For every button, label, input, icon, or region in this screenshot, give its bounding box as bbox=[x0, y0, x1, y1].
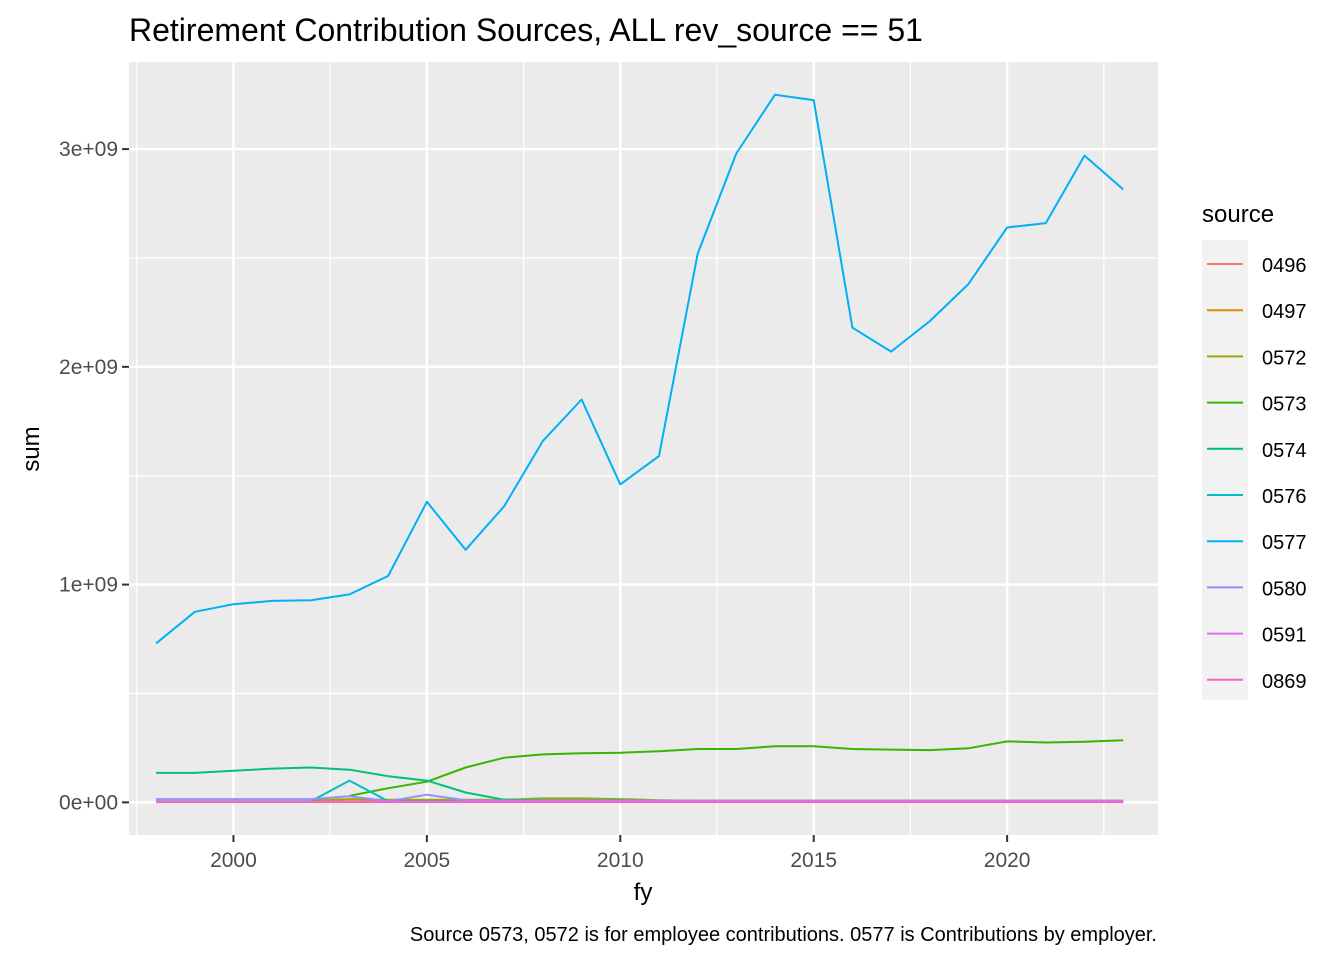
y-axis-title: sum bbox=[18, 426, 45, 471]
legend-label-0591: 0591 bbox=[1262, 625, 1307, 647]
y-tick-label: 3e+09 bbox=[59, 138, 118, 161]
legend-label-0577: 0577 bbox=[1262, 532, 1307, 554]
chart-caption: Source 0573, 0572 is for employee contri… bbox=[410, 924, 1157, 946]
legend-label-0580: 0580 bbox=[1262, 578, 1307, 600]
y-tick-label: 2e+09 bbox=[59, 356, 118, 379]
plot-panel bbox=[129, 62, 1158, 835]
legend-label-0573: 0573 bbox=[1262, 394, 1307, 416]
legend: source 049604970572057305740576057705800… bbox=[1202, 201, 1307, 700]
x-tick-label: 2000 bbox=[210, 849, 257, 872]
legend-label-0574: 0574 bbox=[1262, 440, 1307, 462]
legend-items: 0496 0497 0572 0573 0574 0576 0577 0580 0591 0869 bbox=[1207, 255, 1307, 693]
x-tick-label: 2015 bbox=[790, 849, 837, 872]
legend-key-background bbox=[1202, 240, 1248, 700]
series-line-0573 bbox=[349, 739, 1124, 797]
chart-title: Retirement Contribution Sources, ALL rev… bbox=[129, 12, 923, 48]
legend-label-0496: 0496 bbox=[1262, 255, 1307, 277]
x-tick-label: 2020 bbox=[984, 849, 1031, 872]
legend-label-0869: 0869 bbox=[1262, 671, 1307, 693]
x-tick-label: 2010 bbox=[597, 849, 644, 872]
legend-title: source bbox=[1202, 201, 1274, 228]
legend-label-0576: 0576 bbox=[1262, 486, 1307, 508]
x-axis-title: fy bbox=[634, 879, 653, 906]
series-line-0580 bbox=[156, 793, 1124, 803]
legend-label-0572: 0572 bbox=[1262, 347, 1307, 369]
y-tick-label: 0e+00 bbox=[59, 791, 118, 814]
x-axis: 2000 2005 2010 2015 2020 bbox=[210, 835, 1030, 872]
y-tick-label: 1e+09 bbox=[59, 574, 118, 597]
x-tick-label: 2005 bbox=[404, 849, 451, 872]
series-line-0577 bbox=[155, 93, 1124, 645]
series-lines bbox=[155, 93, 1124, 804]
y-axis: 0e+00 1e+09 2e+09 3e+09 bbox=[59, 138, 129, 814]
legend-label-0497: 0497 bbox=[1262, 301, 1307, 323]
